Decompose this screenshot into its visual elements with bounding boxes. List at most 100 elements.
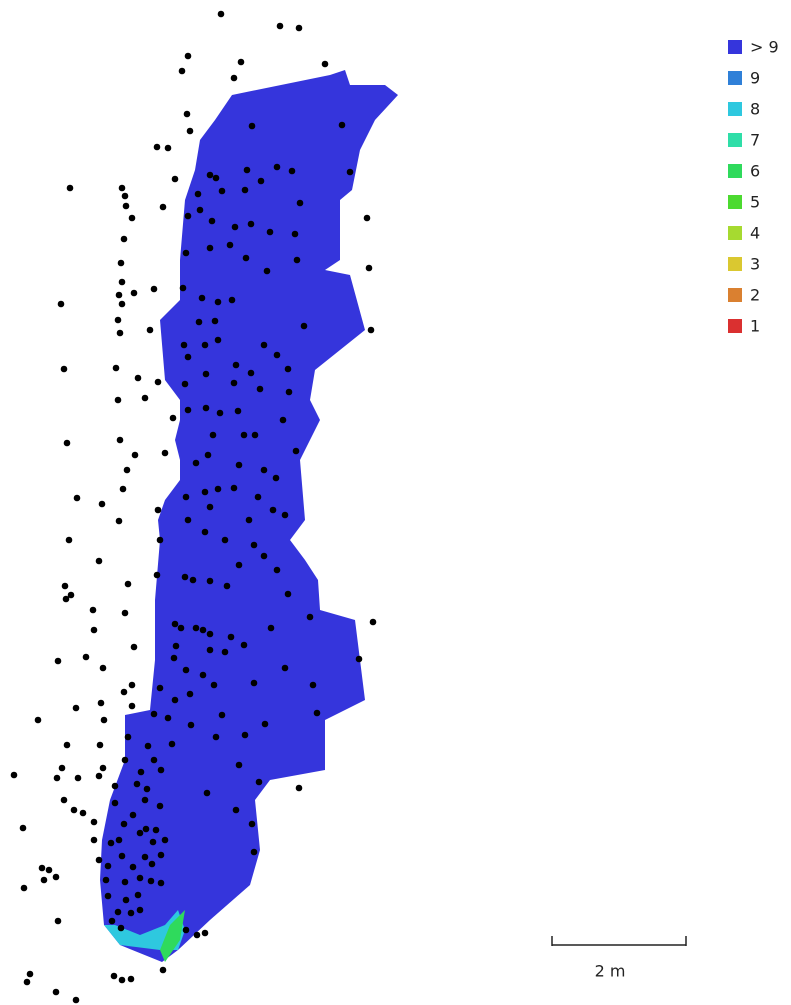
camera-position: [137, 768, 145, 776]
camera-position: [141, 853, 149, 861]
camera-position: [208, 217, 216, 225]
camera-position: [133, 780, 141, 788]
camera-position: [130, 289, 138, 297]
camera-position: [346, 168, 354, 176]
camera-position: [300, 322, 308, 330]
legend-label: 2: [750, 286, 760, 305]
camera-position: [254, 493, 262, 501]
camera-position: [260, 466, 268, 474]
camera-position: [367, 326, 375, 334]
camera-position: [52, 873, 60, 881]
camera-position: [95, 772, 103, 780]
camera-position: [129, 811, 137, 819]
camera-position: [206, 244, 214, 252]
camera-position: [180, 341, 188, 349]
camera-position: [306, 613, 314, 621]
camera-position: [110, 972, 118, 980]
camera-position: [240, 641, 248, 649]
camera-position: [355, 655, 363, 663]
camera-position: [251, 431, 259, 439]
camera-position: [97, 699, 105, 707]
camera-position: [227, 633, 235, 641]
camera-position: [178, 67, 186, 75]
camera-position: [65, 536, 73, 544]
camera-position: [193, 931, 201, 939]
camera-position: [250, 848, 258, 856]
camera-position: [184, 52, 192, 60]
camera-position: [124, 580, 132, 588]
camera-position: [260, 341, 268, 349]
camera-position: [118, 300, 126, 308]
legend-label: 5: [750, 193, 760, 212]
camera-position: [296, 199, 304, 207]
camera-position: [250, 679, 258, 687]
camera-position: [141, 394, 149, 402]
camera-position: [284, 365, 292, 373]
camera-position: [281, 511, 289, 519]
camera-position: [120, 235, 128, 243]
camera-position: [295, 24, 303, 32]
camera-position: [61, 582, 69, 590]
camera-position: [96, 741, 104, 749]
camera-position: [157, 766, 165, 774]
camera-position: [157, 879, 165, 887]
camera-position: [230, 74, 238, 82]
camera-position: [95, 856, 103, 864]
camera-position: [171, 175, 179, 183]
camera-position: [124, 733, 132, 741]
camera-position: [248, 820, 256, 828]
camera-position: [202, 404, 210, 412]
camera-position: [291, 230, 299, 238]
camera-position: [248, 122, 256, 130]
camera-position: [211, 317, 219, 325]
camera-position: [210, 681, 218, 689]
camera-position: [186, 690, 194, 698]
camera-position: [153, 571, 161, 579]
camera-position: [237, 58, 245, 66]
camera-position: [281, 664, 289, 672]
camera-position: [214, 298, 222, 306]
camera-position: [369, 618, 377, 626]
camera-position: [279, 416, 287, 424]
camera-position: [99, 764, 107, 772]
camera-position: [116, 436, 124, 444]
camera-position: [152, 826, 160, 834]
camera-position: [57, 300, 65, 308]
legend-swatch: [728, 71, 742, 85]
camera-position: [118, 278, 126, 286]
camera-position: [184, 212, 192, 220]
camera-position: [276, 22, 284, 30]
camera-position: [199, 626, 207, 634]
camera-position: [206, 503, 214, 511]
camera-position: [45, 866, 53, 874]
camera-position: [206, 646, 214, 654]
legend-swatch: [728, 40, 742, 54]
legend-swatch: [728, 288, 742, 302]
camera-position: [182, 493, 190, 501]
camera-position: [114, 316, 122, 324]
camera-position: [164, 144, 172, 152]
camera-position: [114, 908, 122, 916]
camera-position: [90, 626, 98, 634]
camera-position: [128, 214, 136, 222]
camera-position: [111, 799, 119, 807]
camera-position: [115, 517, 123, 525]
camera-position: [118, 852, 126, 860]
camera-position: [114, 396, 122, 404]
camera-position: [161, 449, 169, 457]
camera-position: [136, 906, 144, 914]
camera-position: [293, 256, 301, 264]
camera-position: [170, 654, 178, 662]
camera-position: [26, 970, 34, 978]
camera-position: [194, 190, 202, 198]
camera-position: [192, 459, 200, 467]
camera-position: [202, 370, 210, 378]
camera-position: [53, 774, 61, 782]
camera-position: [234, 407, 242, 415]
camera-position: [266, 228, 274, 236]
camera-position: [226, 241, 234, 249]
camera-position: [214, 485, 222, 493]
camera-position: [99, 664, 107, 672]
camera-position: [118, 184, 126, 192]
camera-position: [23, 978, 31, 986]
